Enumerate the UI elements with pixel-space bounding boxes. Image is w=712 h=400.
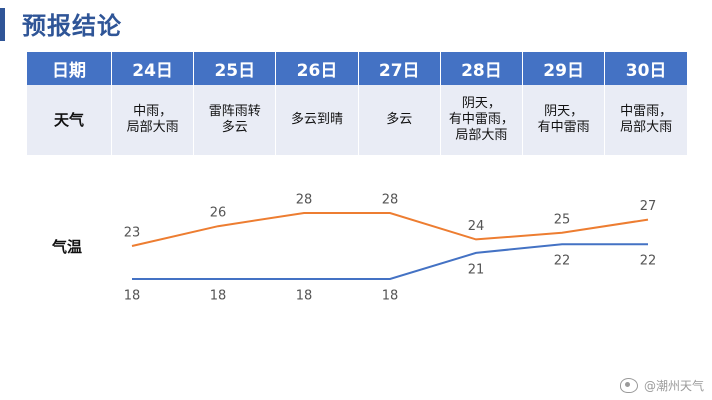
weather-cell: 中雨， 局部大雨 (111, 85, 195, 155)
weather-cell: 雷阵雨转 多云 (193, 85, 277, 155)
data-label: 23 (124, 226, 141, 241)
data-label: 27 (640, 199, 657, 214)
data-label: 24 (468, 219, 485, 234)
weather-row-label: 天气 (27, 85, 112, 155)
weibo-icon (619, 378, 638, 393)
series-line-1 (132, 243, 648, 280)
temperature-label: 气温 (52, 238, 83, 256)
weather-cell: 中雷雨， 局部大雨 (604, 85, 687, 155)
data-label: 22 (640, 254, 657, 269)
weather-cell: 阴天， 有中雷雨 (522, 85, 606, 155)
date-cell: 28日 (440, 52, 524, 85)
data-label: 18 (124, 289, 141, 304)
date-cell: 24日 (111, 52, 195, 85)
weather-cell: 多云到晴 (275, 85, 359, 155)
data-label: 18 (296, 289, 313, 304)
data-label: 26 (210, 206, 227, 221)
data-label: 25 (554, 212, 571, 227)
title-accent-bar (0, 8, 5, 41)
date-cell: 30日 (604, 52, 687, 85)
date-cell: 25日 (193, 52, 277, 85)
date-cell: 27日 (358, 52, 441, 85)
watermark-text: @潮州天气 (643, 379, 704, 393)
forecast-table: 日期 24日 25日 26日 27日 28日 29日 30日 天气 中雨， 局部… (27, 52, 687, 155)
weather-cell: 阴天， 有中雷雨， 局部大雨 (440, 85, 524, 155)
data-label: 21 (468, 262, 485, 277)
data-label: 22 (554, 254, 571, 269)
data-label: 18 (382, 289, 399, 304)
date-header-label: 日期 (27, 52, 112, 85)
date-cell: 26日 (275, 52, 359, 85)
weather-cell: 多云 (358, 85, 441, 155)
watermark: @潮州天气 (619, 377, 704, 394)
data-label: 18 (210, 289, 227, 304)
date-cell: 29日 (522, 52, 606, 85)
series-line-0 (131, 212, 649, 247)
data-label: 28 (382, 193, 399, 208)
page-title: 预报结论 (22, 12, 122, 40)
date-row: 日期 24日 25日 26日 27日 28日 29日 30日 (27, 52, 687, 85)
data-label: 28 (296, 193, 313, 208)
weather-row: 天气 中雨， 局部大雨 雷阵雨转 多云 多云到晴 多云 阴天， 有中雷雨， 局部… (27, 85, 687, 155)
